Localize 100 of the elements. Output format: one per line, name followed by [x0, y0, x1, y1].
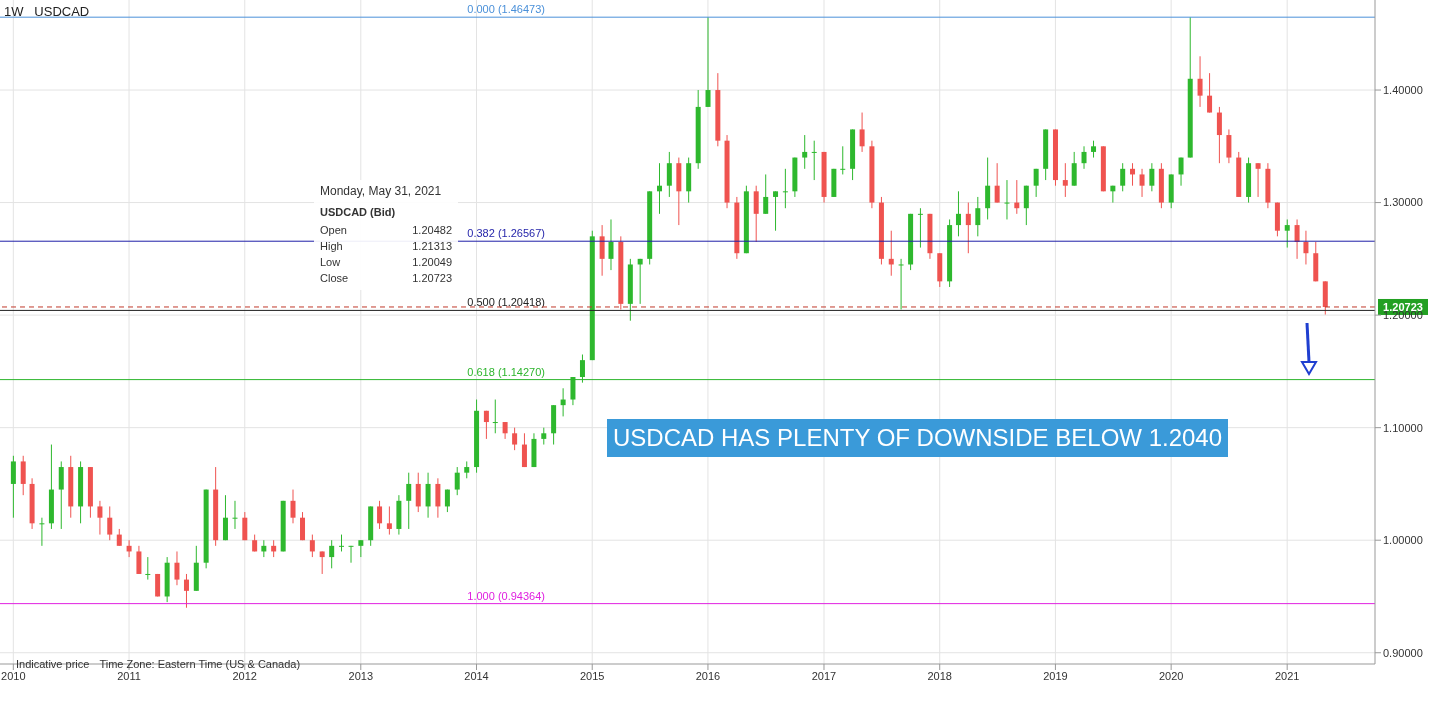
ref-line-label: 0.000 (1.46473) [467, 3, 545, 16]
candlestick [965, 202, 971, 254]
annotation: Close [320, 271, 349, 286]
candlestick [1149, 162, 1155, 192]
candlestick [1207, 72, 1213, 114]
y-tick-label: 1.00000 [1383, 534, 1423, 547]
x-tick-label: 2014 [464, 669, 489, 682]
candlestick [97, 500, 103, 536]
candlestick [955, 190, 961, 237]
candlestick [985, 157, 991, 220]
candlestick [666, 151, 672, 198]
candlestick [145, 556, 151, 581]
annotation: Time Zone: Eastern Time (US & Canada) [99, 658, 301, 670]
x-tick-label: 2018 [927, 669, 952, 682]
candlestick [802, 134, 808, 170]
x-tick-label: 2013 [348, 669, 374, 682]
candlestick [1226, 128, 1232, 164]
x-tick-label: 2019 [1043, 669, 1068, 682]
annotation: USDCAD (Bid) [320, 206, 397, 218]
candlestick [1033, 168, 1039, 198]
x-tick-label: 2010 [1, 669, 26, 682]
candlestick [1139, 168, 1145, 198]
candlestick [1120, 162, 1126, 192]
x-tick-label: 2012 [232, 669, 257, 682]
candlestick [521, 432, 527, 468]
candlestick [1062, 162, 1068, 198]
candlestick [39, 517, 45, 547]
candlestick [425, 472, 431, 519]
x-tick-label: 2011 [117, 669, 141, 682]
candlestick [309, 534, 315, 558]
candlestick [705, 16, 711, 108]
candlestick [454, 466, 460, 496]
candlestick [377, 500, 383, 530]
candlestick [406, 472, 412, 530]
candlestick [840, 145, 846, 175]
candlestick [290, 489, 296, 524]
y-tick-label: 1.30000 [1383, 196, 1423, 209]
ref-line-label: 1.000 (0.94364) [467, 589, 545, 602]
chart-title: 1W USDCAD [4, 4, 90, 19]
candlestick [329, 539, 335, 569]
candlestick [107, 505, 113, 541]
candlestick [242, 511, 248, 541]
candlestick [232, 500, 238, 530]
y-tick-label: 1.40000 [1383, 83, 1423, 96]
x-tick-label: 2021 [1274, 669, 1300, 682]
candlestick [1216, 106, 1222, 164]
annotation: USDCAD HAS PLENTY OF DOWNSIDE BELOW 1.2040 [607, 419, 1229, 457]
annotation: High [320, 239, 343, 254]
annotation: Indicative price [16, 658, 90, 670]
candlestick [58, 460, 64, 530]
candlestick [1255, 162, 1261, 198]
annotation: Open [320, 223, 347, 238]
candlestick [773, 190, 779, 232]
candlestick [1197, 55, 1203, 108]
candlestick [319, 550, 325, 575]
candlestick [782, 168, 788, 209]
annotation: 1.20723 [412, 271, 452, 286]
candlestick [1294, 218, 1300, 260]
candlestick [174, 550, 180, 586]
candlestick [975, 196, 981, 237]
candlestick [222, 494, 228, 541]
candlestick [1023, 185, 1029, 226]
candlestick [859, 112, 865, 153]
candlestick [599, 224, 605, 277]
y-tick-label: 1.10000 [1383, 421, 1423, 434]
y-tick-label: 0.90000 [1383, 646, 1423, 659]
candlestick [1178, 157, 1184, 187]
candlestick [811, 140, 817, 181]
candlestick [512, 427, 518, 451]
x-tick-label: 2017 [811, 669, 837, 682]
annotation: Low [320, 255, 341, 270]
candlestick [763, 173, 769, 215]
ref-line-label: 0.382 (1.26567) [467, 227, 545, 240]
candlestick [10, 455, 16, 519]
x-tick-label: 2020 [1158, 669, 1184, 682]
ref-line-label: 0.500 (1.20418) [467, 296, 545, 309]
x-tick-label: 2015 [579, 669, 605, 682]
ref-line-label: 0.618 (1.14270) [467, 365, 545, 378]
candlestick [435, 477, 441, 519]
candlestick [415, 472, 421, 513]
candlestick [1071, 151, 1077, 187]
candlestick [348, 545, 354, 564]
candlestick [492, 399, 498, 434]
candlestick [608, 218, 614, 271]
candlestick [358, 539, 364, 558]
annotation: 1.21313 [412, 239, 452, 254]
candlestick [994, 162, 1000, 204]
candlestick [483, 410, 489, 440]
x-tick-label: 2016 [695, 669, 721, 682]
annotation: 1.20049 [412, 255, 452, 270]
annotation: Monday, May 31, 2021 [320, 184, 443, 198]
candlestick [300, 511, 306, 541]
candlestick [183, 573, 189, 609]
annotation: 1.20482 [412, 223, 452, 238]
candlestick [386, 505, 392, 536]
candlestick [136, 545, 142, 575]
candlestick [1081, 145, 1087, 170]
candlestick [1284, 218, 1290, 249]
candlestick [898, 258, 904, 310]
candlestick [753, 185, 759, 243]
